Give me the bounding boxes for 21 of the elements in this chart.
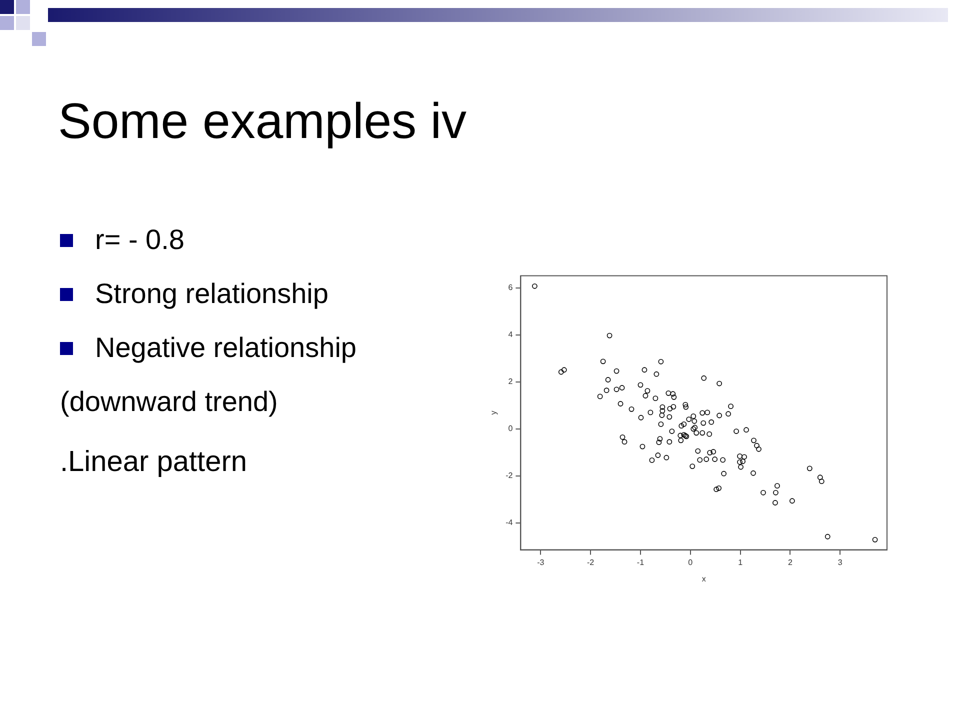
chart-title: Some examples iv bbox=[58, 92, 466, 150]
y-tick-label: 6 bbox=[508, 283, 514, 292]
x-tick-label: 3 bbox=[838, 558, 843, 567]
x-axis-title: x bbox=[702, 574, 706, 584]
text: r= - 0.8 bbox=[94, 223, 186, 257]
x-tick-label: -2 bbox=[587, 558, 595, 567]
y-tick-label: 2 bbox=[508, 377, 514, 386]
x-tick-label: -1 bbox=[636, 558, 645, 567]
y-axis-title: y bbox=[489, 410, 498, 415]
y-tick-label: 4 bbox=[508, 330, 514, 340]
x-tick-label: 0 bbox=[688, 558, 694, 567]
x-tick-label: 1 bbox=[738, 558, 744, 567]
text: (downward trend) bbox=[60, 385, 279, 419]
y-tick-label: -4 bbox=[506, 518, 514, 528]
text: .Linear pattern bbox=[60, 445, 248, 480]
x-tick-label: -3 bbox=[537, 558, 545, 567]
x-tick-label: 2 bbox=[788, 558, 793, 567]
text: Strong relationship bbox=[94, 277, 330, 311]
text: Negative relationship bbox=[94, 331, 356, 365]
y-tick-label: 0 bbox=[508, 424, 514, 434]
y-tick-label: -2 bbox=[506, 471, 514, 480]
